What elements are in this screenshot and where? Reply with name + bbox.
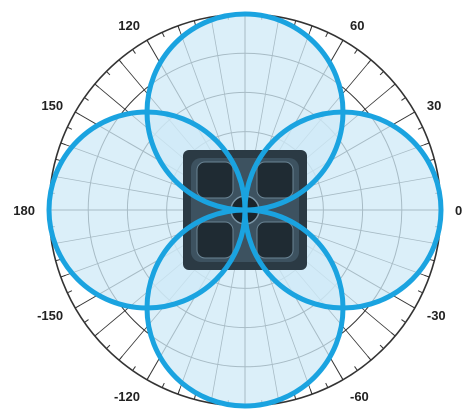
outer-tick-65 <box>325 32 329 38</box>
device-element-2 <box>196 221 234 259</box>
outer-tick-35 <box>401 97 406 101</box>
outer-tick-125 <box>132 49 136 54</box>
outer-tick-45 <box>379 71 384 76</box>
outer-tick-40 <box>390 83 396 88</box>
outer-tick-215 <box>84 319 89 323</box>
outer-tick-225 <box>106 344 111 349</box>
tick-label--30: -30 <box>427 308 446 323</box>
tick-label-180: 180 <box>13 203 35 218</box>
outer-tick-25 <box>417 126 423 130</box>
outer-tick-210 <box>75 305 80 309</box>
outer-tick-290 <box>309 389 313 395</box>
outer-tick-60 <box>340 40 344 45</box>
outer-tick-250 <box>177 389 181 395</box>
lobe-outlines <box>46 11 444 409</box>
outer-tick-50 <box>367 59 372 65</box>
outer-tick-205 <box>67 290 73 294</box>
outer-tick-230 <box>118 355 123 361</box>
outer-tick-320 <box>390 332 396 337</box>
tick-label-60: 60 <box>350 18 364 33</box>
outer-tick-160 <box>60 142 66 146</box>
outer-tick-300 <box>340 375 344 380</box>
angle-tick-labels: 0 30 60 120 150 180 -150 -120 -60 -30 <box>13 18 462 404</box>
outer-tick-240 <box>146 375 150 380</box>
outer-tick-145 <box>84 97 89 101</box>
device-element-1 <box>256 161 294 199</box>
tick-label--150: -150 <box>37 308 63 323</box>
outer-tick-55 <box>354 49 358 54</box>
outer-tick-115 <box>161 32 165 38</box>
outer-tick-340 <box>424 274 430 278</box>
device-element-3 <box>256 221 294 259</box>
outer-tick-70 <box>309 25 313 31</box>
tick-label--120: -120 <box>114 389 140 404</box>
device-element-0 <box>196 161 234 199</box>
tick-label--60: -60 <box>350 389 369 404</box>
outer-tick-245 <box>161 382 165 388</box>
outer-tick-155 <box>67 126 73 130</box>
outer-tick-330 <box>410 305 415 309</box>
outer-tick-305 <box>354 366 358 371</box>
outer-tick-120 <box>146 40 150 45</box>
tick-label-150: 150 <box>41 98 63 113</box>
outer-tick-335 <box>417 290 423 294</box>
tick-label-0: 0 <box>455 203 462 218</box>
outer-tick-295 <box>325 382 329 388</box>
outer-tick-135 <box>106 71 111 76</box>
outer-tick-325 <box>401 319 406 323</box>
outer-tick-30 <box>410 111 415 115</box>
outer-tick-130 <box>118 59 123 65</box>
outer-tick-310 <box>367 355 372 361</box>
outer-tick-235 <box>132 366 136 371</box>
outer-tick-150 <box>75 111 80 115</box>
outer-tick-140 <box>94 83 100 88</box>
outer-tick-200 <box>60 274 66 278</box>
tick-label-120: 120 <box>118 18 140 33</box>
outer-tick-110 <box>177 25 181 31</box>
lobe--90 <box>144 207 346 409</box>
outer-tick-20 <box>424 142 430 146</box>
tick-label-30: 30 <box>427 98 441 113</box>
outer-tick-315 <box>379 344 384 349</box>
outer-tick-220 <box>94 332 100 337</box>
